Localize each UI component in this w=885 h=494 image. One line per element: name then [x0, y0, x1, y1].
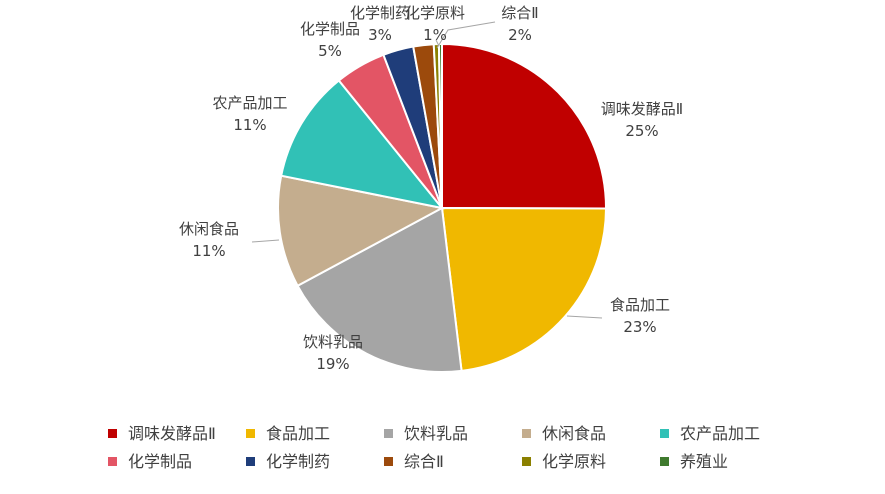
slice-category-label: 休闲食品 — [179, 220, 239, 238]
slice-percent-label: 5% — [318, 42, 342, 60]
slice-category-label: 综合Ⅱ — [501, 4, 538, 22]
slice-percent-label: 3% — [368, 26, 392, 44]
leader-line — [436, 21, 496, 49]
leader-line — [435, 39, 440, 47]
leader-lines — [251, 21, 603, 319]
slice-percent-label: 25% — [625, 122, 658, 140]
legend-swatch — [246, 429, 255, 438]
slice-category-label: 食品加工 — [610, 296, 670, 314]
legend-label: 化学原料 — [542, 452, 606, 471]
legend-label: 养殖业 — [680, 452, 728, 471]
pie-slice — [440, 206, 608, 372]
leader-line — [251, 239, 280, 243]
leader-line — [566, 315, 603, 319]
legend-label: 调味发酵品Ⅱ — [128, 424, 216, 443]
legend-swatch — [384, 457, 393, 466]
legend-swatch — [246, 457, 255, 466]
pie-slices — [277, 42, 608, 373]
legend-swatch — [522, 429, 531, 438]
legend-label: 农产品加工 — [680, 424, 760, 443]
legend-swatch — [522, 457, 531, 466]
slice-category-label: 饮料乳品 — [303, 333, 363, 351]
legend-label: 化学制品 — [128, 452, 192, 471]
pie-slice — [277, 174, 445, 288]
slice-category-label: 化学原料 — [405, 4, 465, 22]
slice-category-label: 化学制药 — [350, 4, 410, 22]
legend-label: 休闲食品 — [542, 424, 606, 443]
legend-label: 化学制药 — [266, 452, 330, 471]
legend-label: 饮料乳品 — [404, 424, 468, 443]
legend-label: 食品加工 — [266, 424, 330, 443]
legend-swatch — [108, 457, 117, 466]
slice-category-label: 化学制品 — [300, 20, 360, 38]
legend-label: 综合Ⅱ — [404, 452, 444, 471]
pie-slice — [296, 206, 463, 373]
slice-percent-label: 2% — [508, 26, 532, 44]
legend-swatch — [108, 429, 117, 438]
slice-category-label: 调味发酵品Ⅱ — [601, 100, 683, 118]
pie-slice — [441, 42, 608, 210]
slice-category-label: 农产品加工 — [212, 94, 287, 112]
slice-percent-label: 1% — [423, 26, 447, 44]
slice-percent-label: 23% — [623, 318, 656, 336]
legend-swatch — [384, 429, 393, 438]
slice-percent-label: 11% — [233, 116, 266, 134]
slice-percent-label: 19% — [316, 355, 349, 373]
slice-percent-label: 11% — [192, 242, 225, 260]
pie-slice — [280, 79, 445, 210]
slice-labels: 调味发酵品Ⅱ 25% 食品加工 23% 饮料乳品 19% 休闲食品 11% 农产品加工 11% 化学… — [179, 4, 683, 373]
legend-swatch — [660, 429, 669, 438]
legend-swatch — [660, 457, 669, 466]
